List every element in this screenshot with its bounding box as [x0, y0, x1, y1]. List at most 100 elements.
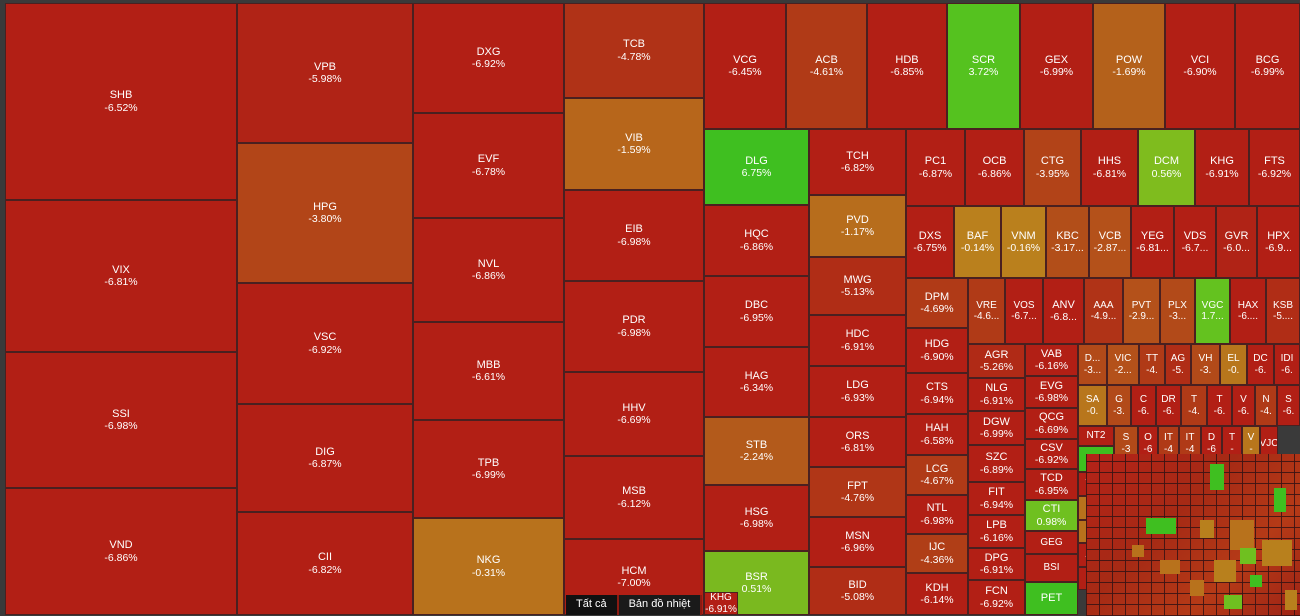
- tile-dpm[interactable]: DPM -4.69%: [906, 278, 968, 328]
- tile-hpx[interactable]: HPX -6.9...: [1257, 206, 1300, 278]
- tile-nkg[interactable]: NKG -0.31%: [413, 518, 564, 615]
- tile-dxs[interactable]: DXS -6.75%: [906, 206, 954, 278]
- tile-vic[interactable]: VIC -2...: [1107, 344, 1139, 385]
- tile-gex[interactable]: GEX -6.99%: [1020, 3, 1093, 129]
- tile-khg[interactable]: KHG -6.91%: [1195, 129, 1249, 206]
- tile-ntl[interactable]: NTL -6.98%: [906, 495, 968, 534]
- tile-hah[interactable]: HAH -6.58%: [906, 414, 968, 455]
- tile-hhs[interactable]: HHS -6.81%: [1081, 129, 1138, 206]
- tile-vre[interactable]: VRE -4.6...: [968, 278, 1005, 344]
- tile-acb[interactable]: ACB -4.61%: [786, 3, 867, 129]
- tile-fpt[interactable]: FPT -4.76%: [809, 467, 906, 517]
- tile-hqc[interactable]: HQC -6.86%: [704, 205, 809, 276]
- tile-shb[interactable]: SHB -6.52%: [5, 3, 237, 200]
- tile-tch[interactable]: TCH -6.82%: [809, 129, 906, 195]
- tile-cti[interactable]: CTI 0.98%: [1025, 500, 1078, 531]
- tile-vos[interactable]: VOS -6.7...: [1005, 278, 1043, 344]
- tile-hax[interactable]: HAX -6....: [1230, 278, 1266, 344]
- tile-vnm[interactable]: VNM -0.16%: [1001, 206, 1046, 278]
- tile-cts[interactable]: CTS -6.94%: [906, 373, 968, 414]
- tile-fcn[interactable]: FCN -6.92%: [968, 580, 1025, 615]
- tile-vgc[interactable]: VGC 1.7...: [1195, 278, 1230, 344]
- tile-ijc[interactable]: IJC -4.36%: [906, 534, 968, 573]
- tile-agr[interactable]: AGR -5.26%: [968, 344, 1025, 378]
- tile-vpb[interactable]: VPB -5.98%: [237, 3, 413, 143]
- tile-lcg[interactable]: LCG -4.67%: [906, 455, 968, 495]
- tile-qcg[interactable]: QCG -6.69%: [1025, 408, 1078, 439]
- tile-ctg[interactable]: CTG -3.95%: [1024, 129, 1081, 206]
- tile-vab[interactable]: VAB -6.16%: [1025, 344, 1078, 376]
- tile-pow[interactable]: POW -1.69%: [1093, 3, 1165, 129]
- tile-hag[interactable]: HAG -6.34%: [704, 347, 809, 417]
- tile-aaa[interactable]: AAA -4.9...: [1084, 278, 1123, 344]
- tile-hsg[interactable]: HSG -6.98%: [704, 485, 809, 551]
- tile-mbb[interactable]: MBB -6.61%: [413, 322, 564, 420]
- tile-khg[interactable]: KHG -6.91%: [704, 592, 738, 615]
- tile-hdg[interactable]: HDG -6.90%: [906, 328, 968, 373]
- tile-t[interactable]: T -6.: [1207, 385, 1232, 426]
- tab-all[interactable]: Tất cả: [566, 595, 619, 615]
- tile-t[interactable]: T -4.: [1181, 385, 1207, 426]
- tile-yeg[interactable]: YEG -6.81...: [1131, 206, 1174, 278]
- tile-hhv[interactable]: HHV -6.69%: [564, 372, 704, 456]
- tile-hdb[interactable]: HDB -6.85%: [867, 3, 947, 129]
- tab-heatmap[interactable]: Bản đồ nhiệt: [618, 595, 703, 615]
- tile-lpb[interactable]: LPB -6.16%: [968, 515, 1025, 548]
- tile-ors[interactable]: ORS -6.81%: [809, 417, 906, 467]
- tile-pvd[interactable]: PVD -1.17%: [809, 195, 906, 257]
- tile-vcg[interactable]: VCG -6.45%: [704, 3, 786, 129]
- tile-bid[interactable]: BID -5.08%: [809, 567, 906, 615]
- tile-dlg[interactable]: DLG 6.75%: [704, 129, 809, 205]
- tile-csv[interactable]: CSV -6.92%: [1025, 439, 1078, 469]
- tile-vh[interactable]: VH -3.: [1191, 344, 1220, 385]
- tile-tt[interactable]: TT -4.: [1139, 344, 1165, 385]
- tile-vsc[interactable]: VSC -6.92%: [237, 283, 413, 404]
- tile-nt2[interactable]: NT2: [1078, 426, 1114, 446]
- tile-vds[interactable]: VDS -6.7...: [1174, 206, 1216, 278]
- tile-anv[interactable]: ANV -6.8...: [1043, 278, 1084, 344]
- tile-plx[interactable]: PLX -3...: [1160, 278, 1195, 344]
- tile-pet[interactable]: PET: [1025, 582, 1078, 615]
- tile-nlg[interactable]: NLG -6.91%: [968, 378, 1025, 411]
- tile-tcb[interactable]: TCB -4.78%: [564, 3, 704, 98]
- tile-ag[interactable]: AG -5.: [1165, 344, 1191, 385]
- tile-msn[interactable]: MSN -6.96%: [809, 517, 906, 567]
- tile-szc[interactable]: SZC -6.89%: [968, 445, 1025, 482]
- tile-dr[interactable]: DR -6.: [1156, 385, 1181, 426]
- tile-vib[interactable]: VIB -1.59%: [564, 98, 704, 190]
- tile-fit[interactable]: FIT -6.94%: [968, 482, 1025, 515]
- tile-msb[interactable]: MSB -6.12%: [564, 456, 704, 539]
- tile-stb[interactable]: STB -2.24%: [704, 417, 809, 485]
- tile-s[interactable]: S -6.: [1277, 385, 1300, 426]
- tile-eib[interactable]: EIB -6.98%: [564, 190, 704, 281]
- tile-hdc[interactable]: HDC -6.91%: [809, 315, 906, 366]
- tile-geg[interactable]: GEG: [1025, 531, 1078, 554]
- tile-dgw[interactable]: DGW -6.99%: [968, 411, 1025, 445]
- tile-fts[interactable]: FTS -6.92%: [1249, 129, 1300, 206]
- tile-vix[interactable]: VIX -6.81%: [5, 200, 237, 352]
- tile-dpg[interactable]: DPG -6.91%: [968, 548, 1025, 580]
- tile-bsi[interactable]: BSI: [1025, 554, 1078, 582]
- tile-bcg[interactable]: BCG -6.99%: [1235, 3, 1300, 129]
- tile-c[interactable]: C -6.: [1131, 385, 1156, 426]
- tile-dc[interactable]: DC -6.: [1247, 344, 1274, 385]
- tile-dig[interactable]: DIG -6.87%: [237, 404, 413, 512]
- tile-ocb[interactable]: OCB -6.86%: [965, 129, 1024, 206]
- tile-g[interactable]: G -3.: [1107, 385, 1131, 426]
- tile-ssi[interactable]: SSI -6.98%: [5, 352, 237, 488]
- tile-cii[interactable]: CII -6.82%: [237, 512, 413, 615]
- tile-vcb[interactable]: VCB -2.87...: [1089, 206, 1131, 278]
- tile-evg[interactable]: EVG -6.98%: [1025, 376, 1078, 408]
- tile-tpb[interactable]: TPB -6.99%: [413, 420, 564, 518]
- tile-el[interactable]: EL -0.: [1220, 344, 1247, 385]
- tile-scr[interactable]: SCR 3.72%: [947, 3, 1020, 129]
- tile-dcm[interactable]: DCM 0.56%: [1138, 129, 1195, 206]
- tile-d[interactable]: D... -3...: [1078, 344, 1107, 385]
- tile-baf[interactable]: BAF -0.14%: [954, 206, 1001, 278]
- tile-gvr[interactable]: GVR -6.0...: [1216, 206, 1257, 278]
- tile-ksb[interactable]: KSB -5....: [1266, 278, 1300, 344]
- tile-pc1[interactable]: PC1 -6.87%: [906, 129, 965, 206]
- tile-kbc[interactable]: KBC -3.17...: [1046, 206, 1089, 278]
- tile-hpg[interactable]: HPG -3.80%: [237, 143, 413, 283]
- tile-sa[interactable]: SA -0.: [1078, 385, 1107, 426]
